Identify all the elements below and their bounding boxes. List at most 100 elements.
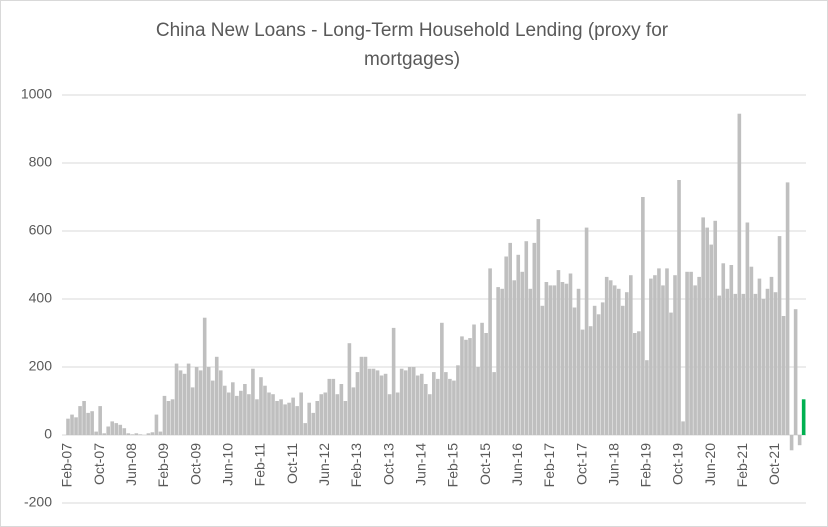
bar [436,378,440,435]
bar [548,285,553,435]
bar [468,338,472,435]
x-tick-label: Feb-17 [541,443,557,488]
x-tick-label: Oct-13 [380,443,396,485]
bar [785,182,790,435]
bar [793,309,798,435]
bar [419,373,424,435]
bar [383,373,388,435]
bar [327,378,332,435]
bar [741,293,746,435]
bar [387,394,392,435]
x-tick-label: Oct-21 [766,443,782,485]
bar [681,421,685,435]
bar [608,280,613,435]
bar [653,275,657,435]
bar [255,399,259,435]
x-tick-label: Jun-16 [509,443,525,486]
bar [428,394,432,435]
bar [154,414,159,435]
x-tick-label: Feb-19 [638,443,654,488]
bar [162,395,167,435]
bar [508,242,512,435]
bar [134,433,139,435]
bar [564,283,569,435]
bar [102,433,106,435]
bar [331,378,336,435]
bar [90,411,94,435]
bar [616,288,621,435]
bar [472,324,476,435]
bar [576,288,581,435]
bar [291,397,295,435]
bar [118,424,123,435]
bar [138,434,143,435]
bar [239,390,243,435]
bar [629,275,633,435]
x-tick-label: Feb-21 [734,443,750,488]
bar [415,375,420,435]
bar [604,276,609,435]
bar [645,360,649,435]
bar [339,384,344,435]
bar [126,433,131,435]
y-tick-label: -200 [24,494,52,510]
bar [637,331,641,435]
bar [624,292,629,435]
bar [78,406,82,435]
bar [749,266,754,435]
bar [697,276,701,435]
x-tick-label: Jun-10 [220,443,236,486]
bar [303,423,307,435]
x-tick-label: Oct-17 [573,443,589,485]
bar [560,282,565,435]
x-tick-label: Feb-09 [155,443,171,488]
bar [448,378,452,435]
bar [524,241,529,435]
bar [263,385,267,435]
bar [94,431,98,435]
bar [520,271,525,435]
bar [488,268,492,435]
bar [721,263,726,435]
bar [641,197,645,435]
y-tick-label: 800 [29,154,53,170]
bar [492,372,496,435]
bar [251,368,255,435]
y-tick-label: 0 [44,426,52,442]
x-tick-label: Oct-07 [91,443,107,485]
bar [114,423,119,435]
x-tick-label: Oct-15 [477,443,493,485]
bar [182,373,187,435]
x-tick-label: Oct-19 [670,443,686,485]
bar [375,370,380,435]
bar [158,431,163,435]
bar [186,363,191,435]
bar [552,285,557,435]
bar [355,372,360,435]
bar [769,276,774,435]
x-tick-label: Oct-09 [187,443,203,485]
bar [395,392,400,435]
x-tick-label: Oct-11 [284,443,300,484]
bar [496,287,500,435]
bar [371,368,376,435]
bar [596,314,601,435]
bar [464,339,468,435]
x-tick-label: Feb-15 [445,443,461,488]
bar [693,285,697,435]
bar [665,268,669,435]
x-tick-label: Jun-18 [605,443,621,486]
bar [556,270,561,435]
x-tick-label: Feb-13 [348,443,364,488]
bar [572,307,577,435]
bar [588,326,593,435]
x-tick-label: Jun-14 [412,443,428,486]
y-tick-label: 200 [29,358,53,374]
bar [235,395,239,435]
bar [677,180,681,435]
bar [86,412,90,435]
bar [363,356,368,435]
bar [166,401,171,435]
bar [620,305,625,435]
